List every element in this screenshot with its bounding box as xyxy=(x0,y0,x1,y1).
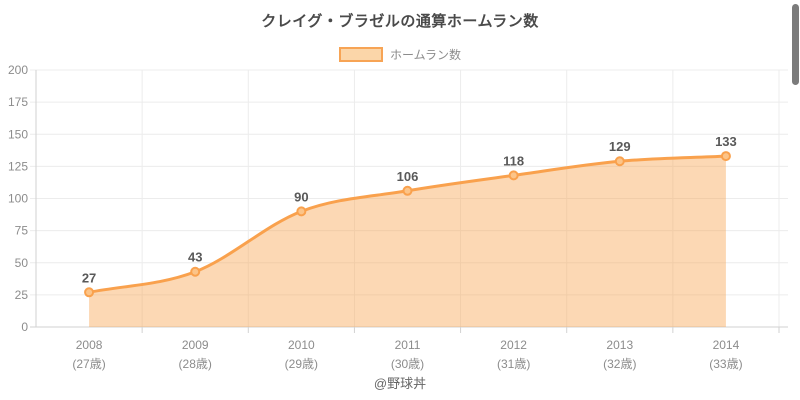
x-axis-year-label: 2014 xyxy=(713,338,740,352)
y-axis-tick-label: 25 xyxy=(15,288,29,302)
data-point-label: 106 xyxy=(397,169,419,184)
data-point[interactable] xyxy=(508,170,519,181)
data-point-label: 118 xyxy=(503,153,524,168)
data-point[interactable] xyxy=(296,206,307,217)
y-axis-tick-label: 0 xyxy=(21,320,28,334)
footer-credit: @野球丼 xyxy=(373,376,427,391)
x-axis-year-label: 2009 xyxy=(182,338,209,352)
x-axis-age-label: (31歳) xyxy=(497,357,530,371)
x-axis-year-label: 2008 xyxy=(76,338,103,352)
y-axis-tick-label: 125 xyxy=(8,159,28,173)
series-area-fill xyxy=(89,156,726,327)
y-axis-tick-label: 200 xyxy=(8,63,28,77)
y-axis-tick-label: 175 xyxy=(8,95,28,109)
x-axis-year-label: 2010 xyxy=(288,338,315,352)
data-point-label: 129 xyxy=(609,139,631,154)
scrollbar-thumb[interactable] xyxy=(792,4,799,85)
y-axis-tick-label: 150 xyxy=(8,127,28,141)
data-point-label: 43 xyxy=(188,250,202,265)
data-point[interactable] xyxy=(190,266,201,277)
legend[interactable]: ホームラン数 xyxy=(0,45,800,63)
legend-swatch-icon xyxy=(338,46,383,62)
x-axis-year-label: 2012 xyxy=(500,338,527,352)
data-point[interactable] xyxy=(84,287,95,298)
data-point-label: 27 xyxy=(82,270,96,285)
data-point[interactable] xyxy=(720,151,731,162)
data-point[interactable] xyxy=(402,185,413,196)
y-axis-tick-label: 50 xyxy=(15,256,29,270)
x-axis-age-label: (32歳) xyxy=(603,357,636,371)
data-point-label: 90 xyxy=(294,189,308,204)
data-point-label: 133 xyxy=(715,134,737,149)
y-axis-tick-label: 75 xyxy=(15,224,29,238)
y-axis-tick-label: 100 xyxy=(8,192,28,206)
data-point[interactable] xyxy=(614,156,625,167)
x-axis-year-label: 2011 xyxy=(395,338,421,352)
x-axis-age-label: (33歳) xyxy=(709,357,742,371)
legend-label: ホームラン数 xyxy=(389,47,462,62)
x-axis-age-label: (29歳) xyxy=(285,357,318,371)
x-axis-age-label: (28歳) xyxy=(179,357,212,371)
chart-title: クレイグ・ブラゼルの通算ホームラン数 xyxy=(261,13,539,30)
x-axis-age-label: (30歳) xyxy=(391,357,424,371)
x-axis-year-label: 2013 xyxy=(606,338,633,352)
x-axis-age-label: (27歳) xyxy=(72,357,105,371)
